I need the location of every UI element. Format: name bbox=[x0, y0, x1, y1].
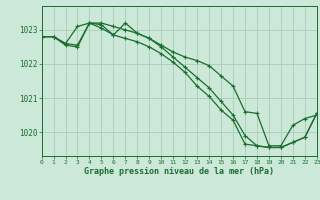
X-axis label: Graphe pression niveau de la mer (hPa): Graphe pression niveau de la mer (hPa) bbox=[84, 167, 274, 176]
